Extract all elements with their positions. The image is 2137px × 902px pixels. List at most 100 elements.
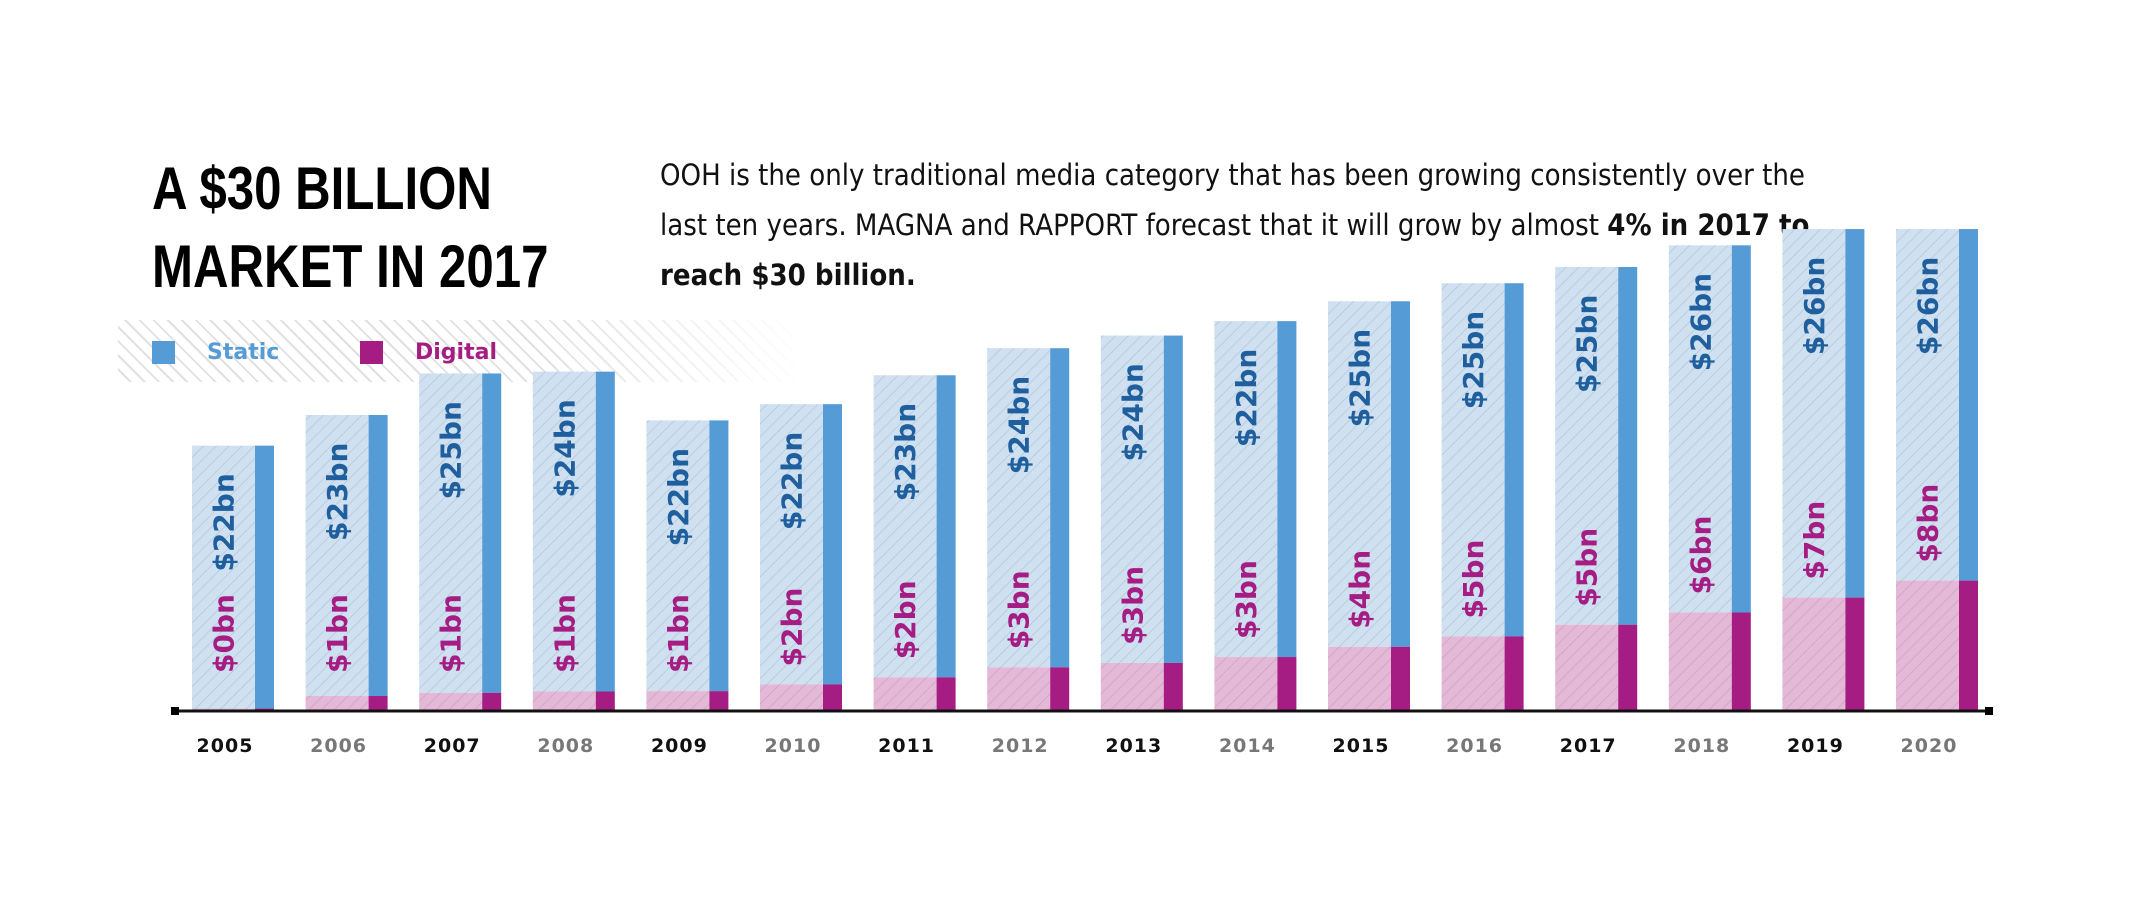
static-value-label: $24bn xyxy=(548,399,581,497)
bar-2012: $24bn $3bn xyxy=(987,348,1070,711)
static-value-label: $25bn xyxy=(1457,311,1490,409)
bar-digital-solid xyxy=(1731,612,1751,711)
bar-digital-solid xyxy=(1050,667,1070,711)
bar-digital-solid xyxy=(482,692,502,711)
year-label-2010: 2010 xyxy=(765,735,822,757)
title-line-2: MARKET IN 2017 xyxy=(152,233,549,300)
static-value-label: $25bn xyxy=(1571,295,1604,393)
bar-2007: $25bn $1bn xyxy=(419,373,502,711)
bar-2005: $22bn $0bn xyxy=(192,445,274,711)
digital-value-label: $2bn xyxy=(889,580,922,659)
bar-digital-solid xyxy=(936,677,956,711)
year-label-2011: 2011 xyxy=(878,735,935,757)
bar-digital-solid xyxy=(823,684,842,711)
bar-digital-solid xyxy=(1391,646,1410,711)
static-value-label: $24bn xyxy=(1003,376,1036,474)
bar-hatch xyxy=(987,348,1051,711)
digital-value-label: $1bn xyxy=(321,594,354,673)
bar-2006: $23bn $1bn xyxy=(305,414,388,711)
static-value-label: $26bn xyxy=(1684,273,1717,371)
bar-2018: $26bn $6bn xyxy=(1668,245,1751,711)
bar-digital-solid xyxy=(1163,662,1183,711)
year-label-2006: 2006 xyxy=(310,735,367,757)
digital-value-label: $3bn xyxy=(1230,560,1263,639)
static-value-label: $24bn xyxy=(1116,363,1149,461)
bar-static-solid xyxy=(1277,321,1297,658)
year-label-2005: 2005 xyxy=(197,735,254,757)
bar-static-solid xyxy=(368,414,388,697)
intro-paragraph: OOH is the only traditional media catego… xyxy=(660,150,1830,300)
x-axis-end-marker xyxy=(1985,707,1993,715)
legend-item-static: Static xyxy=(152,340,279,365)
digital-value-label: $1bn xyxy=(435,594,468,673)
bar-static-solid xyxy=(595,371,615,692)
static-value-label: $22bn xyxy=(662,448,695,546)
year-label-2020: 2020 xyxy=(1901,735,1958,757)
static-value-label: $26bn xyxy=(1798,257,1831,355)
x-axis-start-marker xyxy=(171,707,179,715)
intro-text: OOH is the only traditional media catego… xyxy=(660,158,1805,242)
bar-2011: $23bn $2bn xyxy=(873,375,956,711)
bar-digital-solid xyxy=(1504,636,1524,711)
static-value-label: $26bn xyxy=(1912,257,1945,355)
bar-hatch xyxy=(1896,229,1959,711)
year-label-2012: 2012 xyxy=(992,735,1049,757)
bar-2017: $25bn $5bn xyxy=(1555,266,1638,711)
bar-2014: $22bn $3bn xyxy=(1214,321,1297,711)
bar-2019: $26bn $7bn xyxy=(1782,229,1865,711)
static-value-label: $25bn xyxy=(1344,329,1377,427)
digital-value-label: $1bn xyxy=(662,594,695,673)
bar-static-solid xyxy=(1391,301,1410,647)
bars-group: $22bn$0bn$23bn$1bn$25bn$1bn$24bn$1bn$22b… xyxy=(192,229,1978,711)
bar-2010: $22bn $2bn xyxy=(760,404,842,711)
bar-static-solid xyxy=(936,375,956,678)
static-value-label: $25bn xyxy=(435,401,468,499)
x-axis-labels: 2005 2006 2007 2008 2009 2010 2011 2012 2013 2014… xyxy=(197,735,1958,757)
year-label-2007: 2007 xyxy=(424,735,481,757)
bar-hatch xyxy=(192,445,255,711)
bar-static-solid xyxy=(1163,335,1183,663)
digital-value-label: $0bn xyxy=(208,594,241,673)
digital-value-label: $6bn xyxy=(1684,516,1717,595)
year-label-2016: 2016 xyxy=(1446,735,1503,757)
bar-digital-solid xyxy=(709,691,729,711)
digital-value-label: $7bn xyxy=(1798,501,1831,580)
bar-hatch xyxy=(1555,266,1619,711)
year-label-2009: 2009 xyxy=(651,735,708,757)
bar-static-solid xyxy=(1845,229,1865,598)
digital-value-label: $5bn xyxy=(1571,528,1604,607)
bar-hatch xyxy=(1668,245,1732,711)
static-value-label: $22bn xyxy=(776,432,809,530)
digital-value-label: $3bn xyxy=(1116,566,1149,645)
legend-item-digital: Digital xyxy=(360,340,497,365)
year-label-2008: 2008 xyxy=(537,735,594,757)
bar-static-solid xyxy=(1618,266,1638,625)
bar-hatch xyxy=(1328,301,1391,711)
legend-label-static: Static xyxy=(207,340,280,365)
bar-2013: $24bn $3bn xyxy=(1100,335,1183,711)
static-value-label: $22bn xyxy=(208,473,241,571)
year-label-2013: 2013 xyxy=(1105,735,1162,757)
bar-hatch xyxy=(1214,321,1278,711)
bar-2020: $26bn $8bn xyxy=(1896,229,1978,711)
bar-hatch xyxy=(1441,283,1505,711)
digital-value-label: $4bn xyxy=(1344,550,1377,629)
bar-2016: $25bn $5bn xyxy=(1441,283,1524,711)
bar-static-solid xyxy=(482,373,502,693)
intro-highlight: 4% in 2017 to reach $30 billion. xyxy=(660,208,1810,292)
bar-hatch xyxy=(873,375,937,711)
bar-hatch xyxy=(532,371,596,711)
bar-static-solid xyxy=(1504,283,1524,637)
year-label-2017: 2017 xyxy=(1560,735,1617,757)
bar-2009: $22bn $1bn xyxy=(646,420,729,711)
bar-hatch xyxy=(305,414,369,711)
legend-background xyxy=(118,320,810,382)
year-label-2018: 2018 xyxy=(1673,735,1730,757)
bar-hatch xyxy=(760,404,823,711)
digital-value-label: $5bn xyxy=(1457,540,1490,619)
static-value-label: $23bn xyxy=(889,403,922,501)
bar-static-solid xyxy=(255,445,274,709)
digital-value-label: $1bn xyxy=(548,594,581,673)
bar-static-solid xyxy=(1731,245,1751,613)
